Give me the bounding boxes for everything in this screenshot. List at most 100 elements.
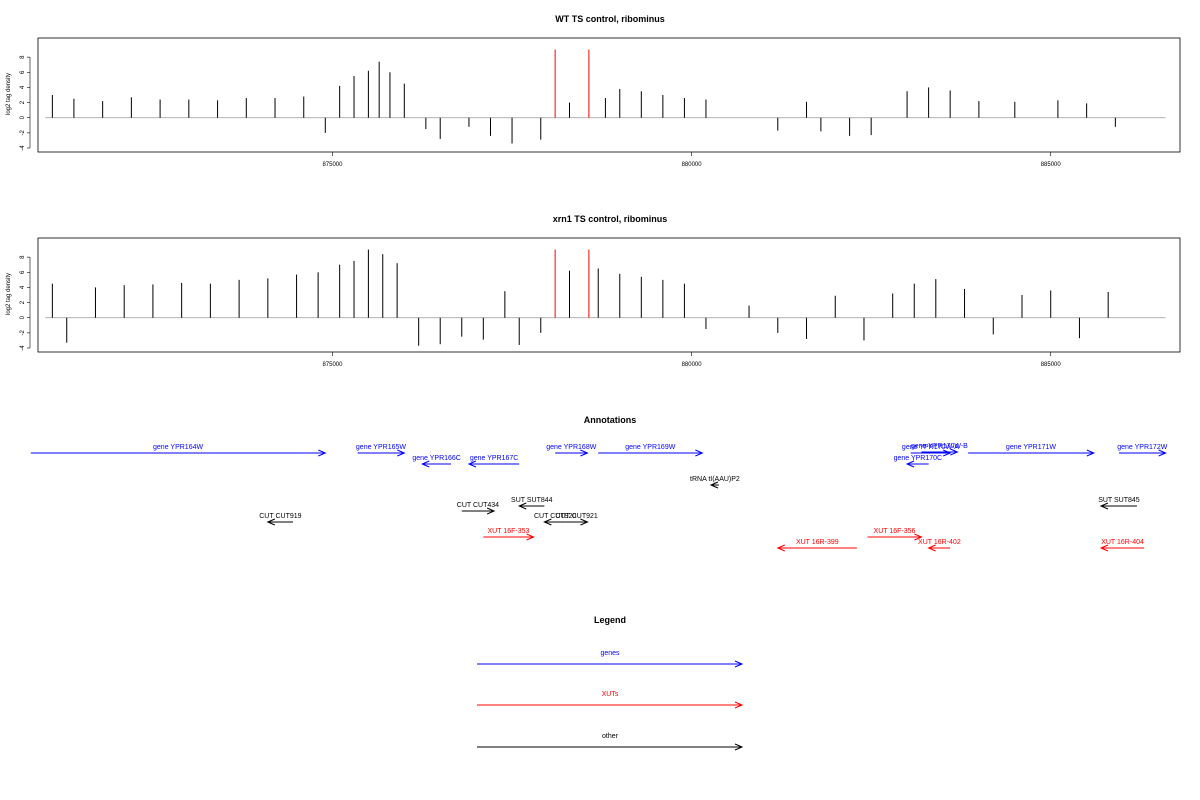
feature-arrowhead [776, 544, 785, 552]
feature-label: gene YPR169W [625, 444, 675, 451]
panel-title: xrn1 TS control, ribominus [553, 214, 668, 224]
annotation-feature: gene YPR171W [968, 444, 1096, 457]
feature-label: gene YPR170W-B [911, 443, 968, 450]
annotation-feature: gene YPR165W [356, 444, 406, 457]
annotation-feature: tRNA tI(AAU)P2 [690, 476, 740, 489]
annotation-feature: SUT SUT844 [511, 497, 553, 510]
feature-label: gene YPR168W [546, 444, 596, 451]
feature-label: tRNA tI(AAU)P2 [690, 476, 740, 483]
feature-arrowhead [927, 544, 936, 552]
plot-frame [37, 237, 1181, 353]
y-axis-label: log2 tag density [6, 73, 12, 115]
legend-entry: other [477, 733, 744, 751]
feature-arrowhead [1099, 502, 1109, 510]
feature-label: gene YPR171W [1006, 444, 1056, 451]
legend-entry: XUTs [477, 691, 744, 709]
legend: Legend genes XUTs other [477, 615, 744, 751]
annotation-feature: CUT CUT919 [259, 513, 302, 526]
feature-arrowhead [942, 449, 952, 457]
annotation-feature: gene YPR164W [30, 444, 327, 457]
legend-label: XUTs [602, 691, 619, 698]
annotation-feature: XUT 16F-356 [867, 528, 923, 541]
y-axis-label: log2 tag density [6, 273, 12, 315]
annotation-feature: gene YPR170W-A [902, 444, 959, 457]
annotation-feature: gene YPR170C [894, 455, 942, 468]
feature-label: gene YPR167C [470, 455, 519, 462]
annotations-title: Annotations [584, 415, 637, 425]
feature-label: gene YPR164W [153, 444, 203, 451]
density-bars [45, 249, 1166, 346]
feature-arrowhead [397, 449, 406, 457]
y-tick-label: -4 [20, 345, 26, 351]
legend-title: Legend [594, 615, 626, 625]
feature-arrowhead [950, 448, 959, 456]
feature-label: XUT 16F-356 [874, 528, 916, 535]
annotation-feature: XUT 16R-399 [776, 539, 857, 552]
x-tick-label: 880000 [682, 162, 703, 168]
annotation-feature: XUT 16F-353 [483, 528, 535, 541]
x-axis: 875000 880000 885000 [322, 352, 1061, 368]
legend-entries: genes XUTs other [477, 650, 744, 751]
feature-label: CUT CUT920 [534, 513, 576, 520]
x-tick-label: 885000 [1041, 162, 1062, 168]
y-tick-label: 6 [20, 70, 26, 74]
y-tick-label: -2 [20, 330, 26, 336]
annotation-feature: CUT CUT921 [556, 513, 598, 526]
x-tick-label: 880000 [682, 362, 703, 368]
annotation-feature: gene YPR172W [1117, 444, 1168, 457]
feature-label: XUT 16R-402 [918, 539, 961, 546]
annotations-track: Annotations gene YPR164W gene YPR165Wgene… [30, 415, 1168, 552]
y-tick-label: 2 [20, 100, 26, 104]
plot-frame [37, 37, 1181, 153]
y-tick-label: -2 [20, 130, 26, 136]
feature-arrowhead [914, 533, 923, 541]
annotation-feature: CUT CUT920 [534, 513, 576, 526]
x-axis: 875000 880000 885000 [322, 152, 1061, 168]
annotation-feature: gene YPR170W-B [911, 443, 968, 456]
feature-arrowhead [580, 518, 589, 526]
annotation-feature: CUT CUT434 [457, 502, 499, 515]
feature-label: CUT CUT919 [259, 513, 301, 520]
feature-label: gene YPR166C [412, 455, 461, 462]
feature-arrowhead [734, 743, 744, 751]
feature-arrowhead [905, 460, 915, 468]
y-tick-label: 8 [20, 255, 26, 259]
feature-label: CUT CUT921 [556, 513, 598, 520]
y-tick-label: 8 [20, 55, 26, 59]
feature-arrowhead [517, 502, 527, 510]
feature-label: XUT 16R-399 [796, 539, 839, 546]
feature-label: gene YPR170W-A [902, 444, 959, 451]
feature-arrowhead [318, 449, 327, 457]
annotation-feature: gene YPR169W [598, 444, 704, 457]
x-tick-label: 875000 [322, 362, 343, 368]
feature-label: SUT SUT844 [511, 497, 553, 504]
feature-arrowhead [734, 660, 744, 668]
y-axis: -4 -2 0 2 4 6 8 [20, 55, 31, 151]
annotation-feature: gene YPR167C [467, 455, 520, 468]
feature-arrowhead [266, 518, 276, 526]
feature-arrowhead [420, 460, 430, 468]
y-tick-label: 2 [20, 300, 26, 304]
x-tick-label: 885000 [1041, 362, 1062, 368]
feature-label: gene YPR165W [356, 444, 406, 451]
feature-arrowhead [709, 481, 719, 489]
feature-arrowhead [695, 449, 704, 457]
legend-entry: genes [477, 650, 744, 668]
feature-label: gene YPR172W [1117, 444, 1167, 451]
feature-arrowhead [543, 518, 552, 526]
feature-arrowhead [467, 460, 477, 468]
y-tick-label: 4 [20, 85, 26, 89]
feature-arrowhead [580, 449, 589, 457]
y-tick-label: 0 [20, 115, 26, 119]
feature-arrowhead [526, 533, 535, 541]
annotation-feature: SUT SUT845 [1098, 497, 1140, 510]
wt-density-panel: WT TS control, ribominus log2 tag densit… [6, 14, 1181, 168]
xrn1-density-panel: xrn1 TS control, ribominus log2 tag dens… [6, 214, 1181, 368]
annotation-features: gene YPR164W gene YPR165W gene YPR166C gene… [30, 443, 1168, 552]
feature-label: SUT SUT845 [1098, 497, 1140, 504]
feature-label: CUT CUT434 [457, 502, 499, 509]
density-bars [45, 49, 1166, 144]
y-tick-label: -4 [20, 145, 26, 151]
legend-label: genes [600, 650, 620, 657]
